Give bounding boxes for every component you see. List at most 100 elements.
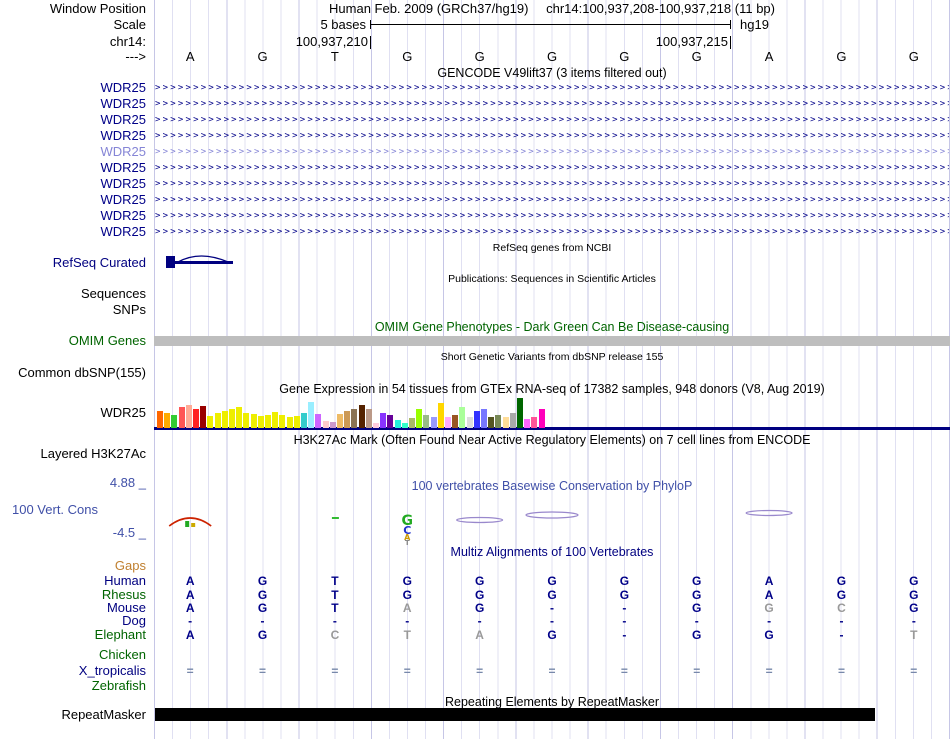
gencode-item-label[interactable]: WDR25 bbox=[100, 128, 146, 143]
gtex-expression-bar[interactable] bbox=[344, 411, 351, 428]
gtex-expression-bar[interactable] bbox=[445, 417, 451, 428]
gtex-expression-bar[interactable] bbox=[502, 417, 509, 428]
gtex-expression-bar[interactable] bbox=[279, 415, 286, 428]
gtex-expression-bar[interactable] bbox=[394, 420, 401, 428]
gtex-expression-bar[interactable] bbox=[301, 413, 307, 428]
species-label[interactable]: Dog bbox=[122, 613, 146, 628]
gtex-expression-bar[interactable] bbox=[365, 409, 372, 428]
gencode-item-label[interactable]: WDR25 bbox=[100, 208, 146, 223]
common-dbsnp-label[interactable]: Common dbSNP(155) bbox=[18, 365, 146, 380]
gtex-expression-bar[interactable] bbox=[185, 405, 192, 428]
conservation-track-label[interactable]: 100 Vert. Cons bbox=[12, 502, 98, 517]
gtex-expression-bar[interactable] bbox=[416, 409, 423, 428]
gtex-expression-bar[interactable] bbox=[171, 415, 178, 428]
gtex-expression-bar[interactable] bbox=[466, 417, 473, 428]
gencode-item-label[interactable]: WDR25 bbox=[100, 160, 146, 175]
alignment-base: = bbox=[259, 664, 267, 678]
gtex-expression-bar[interactable] bbox=[517, 398, 523, 428]
gtex-expression-bar[interactable] bbox=[322, 421, 329, 428]
gtex-expression-bar[interactable] bbox=[495, 415, 502, 428]
gencode-item-label[interactable]: WDR25 bbox=[100, 224, 146, 239]
gtex-expression-bar[interactable] bbox=[329, 422, 336, 428]
gtex-expression-bar[interactable] bbox=[387, 415, 394, 428]
gtex-expression-bar[interactable] bbox=[315, 414, 322, 428]
gtex-expression-bar[interactable] bbox=[308, 402, 315, 428]
gtex-expression-bar[interactable] bbox=[250, 414, 257, 428]
gtex-expression-bar[interactable] bbox=[265, 415, 271, 428]
gtex-expression-bar[interactable] bbox=[229, 409, 235, 428]
gtex-expression-bar[interactable] bbox=[200, 406, 207, 428]
species-label[interactable]: Human bbox=[104, 573, 146, 588]
gtex-expression-bar[interactable] bbox=[437, 403, 444, 428]
gtex-expression-bar[interactable] bbox=[207, 416, 214, 428]
gtex-expression-bar[interactable] bbox=[272, 412, 279, 428]
gtex-expression-bar[interactable] bbox=[351, 409, 358, 428]
gtex-gene-model-line[interactable] bbox=[154, 427, 950, 430]
gtex-expression-bar[interactable] bbox=[214, 413, 221, 428]
gencode-transcript-row[interactable]: >>>>>>>>>>>>>>>>>>>>>>>>>>>>>>>>>>>>>>>>… bbox=[155, 211, 949, 221]
gtex-expression-bar[interactable] bbox=[157, 411, 163, 428]
gtex-expression-bar[interactable] bbox=[193, 409, 199, 428]
gencode-transcript-row[interactable]: >>>>>>>>>>>>>>>>>>>>>>>>>>>>>>>>>>>>>>>>… bbox=[155, 83, 949, 93]
gtex-expression-bar[interactable] bbox=[509, 413, 516, 428]
gencode-item-label[interactable]: WDR25 bbox=[100, 192, 146, 207]
gaps-row-label[interactable]: Gaps bbox=[114, 558, 146, 573]
gencode-transcript-row[interactable]: >>>>>>>>>>>>>>>>>>>>>>>>>>>>>>>>>>>>>>>>… bbox=[155, 115, 949, 125]
gtex-expression-bar[interactable] bbox=[524, 419, 531, 428]
species-label[interactable]: Zebrafish bbox=[91, 678, 146, 693]
species-label[interactable]: Mouse bbox=[106, 600, 146, 615]
omim-gene-bar[interactable] bbox=[154, 336, 950, 346]
omim-genes-label[interactable]: OMIM Genes bbox=[68, 333, 146, 348]
snps-track-label[interactable]: SNPs bbox=[112, 302, 146, 317]
gtex-gene-label[interactable]: WDR25 bbox=[100, 405, 146, 420]
gencode-item-label[interactable]: WDR25 bbox=[100, 144, 146, 159]
gtex-expression-bar[interactable] bbox=[538, 409, 545, 428]
gencode-track-title: GENCODE V49lift37 (3 items filtered out) bbox=[437, 66, 667, 80]
gtex-expression-bar[interactable] bbox=[236, 407, 243, 428]
gtex-expression-bar[interactable] bbox=[401, 423, 408, 428]
assembly-name: Human Feb. 2009 (GRCh37/hg19) bbox=[329, 1, 529, 16]
repeatmasker-label[interactable]: RepeatMasker bbox=[61, 707, 146, 722]
gtex-expression-bar[interactable] bbox=[423, 415, 430, 428]
gencode-transcript-row[interactable]: >>>>>>>>>>>>>>>>>>>>>>>>>>>>>>>>>>>>>>>>… bbox=[155, 147, 949, 157]
species-label[interactable]: X_tropicalis bbox=[78, 663, 146, 678]
refseq-curated-label[interactable]: RefSeq Curated bbox=[52, 255, 146, 270]
gtex-expression-bar[interactable] bbox=[358, 405, 365, 428]
alignment-base: A bbox=[402, 601, 412, 615]
alignment-base: G bbox=[692, 574, 702, 588]
gtex-expression-bar[interactable] bbox=[459, 407, 466, 428]
gtex-expression-bar[interactable] bbox=[452, 415, 459, 428]
gtex-expression-bar[interactable] bbox=[430, 417, 437, 428]
sequences-track-label[interactable]: Sequences bbox=[80, 286, 146, 301]
species-label[interactable]: Elephant bbox=[94, 627, 146, 642]
repeatmasker-element-bar[interactable] bbox=[155, 708, 875, 721]
gtex-expression-bar[interactable] bbox=[337, 414, 343, 428]
gencode-item-label[interactable]: WDR25 bbox=[100, 80, 146, 95]
gtex-expression-bar[interactable] bbox=[293, 416, 300, 428]
gencode-transcript-row[interactable]: >>>>>>>>>>>>>>>>>>>>>>>>>>>>>>>>>>>>>>>>… bbox=[155, 163, 949, 173]
gencode-transcript-row[interactable]: >>>>>>>>>>>>>>>>>>>>>>>>>>>>>>>>>>>>>>>>… bbox=[155, 179, 949, 189]
gtex-expression-bar[interactable] bbox=[373, 423, 379, 428]
gtex-expression-bar[interactable] bbox=[286, 417, 293, 428]
gencode-item-label[interactable]: WDR25 bbox=[100, 96, 146, 111]
gtex-expression-bar[interactable] bbox=[380, 413, 387, 428]
gtex-expression-bar[interactable] bbox=[481, 409, 487, 428]
gtex-expression-bar[interactable] bbox=[488, 417, 495, 428]
gencode-transcript-row[interactable]: >>>>>>>>>>>>>>>>>>>>>>>>>>>>>>>>>>>>>>>>… bbox=[155, 99, 949, 109]
species-label[interactable]: Chicken bbox=[99, 647, 146, 662]
gtex-expression-bar[interactable] bbox=[409, 418, 415, 428]
gtex-expression-bar[interactable] bbox=[243, 413, 250, 428]
gtex-expression-bar[interactable] bbox=[178, 407, 185, 428]
gencode-transcript-row[interactable]: >>>>>>>>>>>>>>>>>>>>>>>>>>>>>>>>>>>>>>>>… bbox=[155, 227, 949, 237]
gencode-transcript-row[interactable]: >>>>>>>>>>>>>>>>>>>>>>>>>>>>>>>>>>>>>>>>… bbox=[155, 195, 949, 205]
layered-h3k27ac-label[interactable]: Layered H3K27Ac bbox=[40, 446, 146, 461]
gencode-item-label[interactable]: WDR25 bbox=[100, 112, 146, 127]
gencode-transcript-row[interactable]: >>>>>>>>>>>>>>>>>>>>>>>>>>>>>>>>>>>>>>>>… bbox=[155, 131, 949, 141]
gtex-expression-bar[interactable] bbox=[473, 411, 480, 428]
gtex-expression-bar[interactable] bbox=[257, 416, 264, 428]
gtex-expression-bar[interactable] bbox=[531, 417, 538, 428]
gtex-expression-bar[interactable] bbox=[221, 411, 228, 428]
species-label[interactable]: Rhesus bbox=[101, 587, 146, 602]
gtex-expression-bar[interactable] bbox=[164, 413, 171, 428]
gencode-item-label[interactable]: WDR25 bbox=[100, 176, 146, 191]
